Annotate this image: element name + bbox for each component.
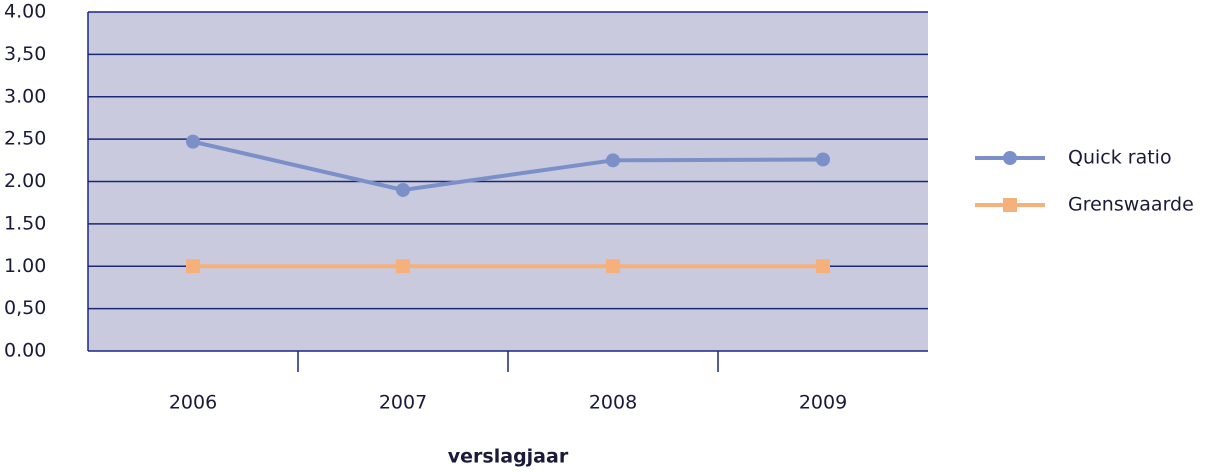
- y-tick-label: 1.50: [4, 212, 46, 234]
- y-tick-label: 1.00: [4, 255, 46, 277]
- x-tick-label: 2007: [379, 392, 427, 414]
- y-tick-label: 0,50: [4, 297, 46, 319]
- marker: [186, 259, 200, 274]
- x-tick-label: 2009: [799, 392, 847, 414]
- marker: [816, 152, 830, 167]
- marker: [1003, 198, 1017, 212]
- x-axis-label: verslagjaar: [448, 446, 569, 468]
- y-tick-label: 0.00: [4, 340, 46, 362]
- y-tick-label: 3,50: [4, 43, 46, 65]
- series-line: [192, 139, 824, 193]
- legend-label: Grenswaarde: [1068, 194, 1194, 216]
- y-tick-label: 4.00: [4, 1, 46, 23]
- legend-label: Quick ratio: [1068, 147, 1172, 169]
- y-tick-label: 3.00: [4, 85, 46, 107]
- y-tick-label: 2.50: [4, 128, 46, 150]
- marker: [606, 153, 620, 168]
- marker: [816, 259, 830, 274]
- marker: [396, 182, 410, 197]
- marker: [606, 259, 620, 274]
- marker: [1003, 151, 1017, 165]
- marker: [186, 134, 200, 149]
- x-tick-label: 2006: [169, 392, 217, 414]
- marker: [396, 259, 410, 274]
- y-tick-label: 2.00: [4, 170, 46, 192]
- x-tick-label: 2008: [589, 392, 637, 414]
